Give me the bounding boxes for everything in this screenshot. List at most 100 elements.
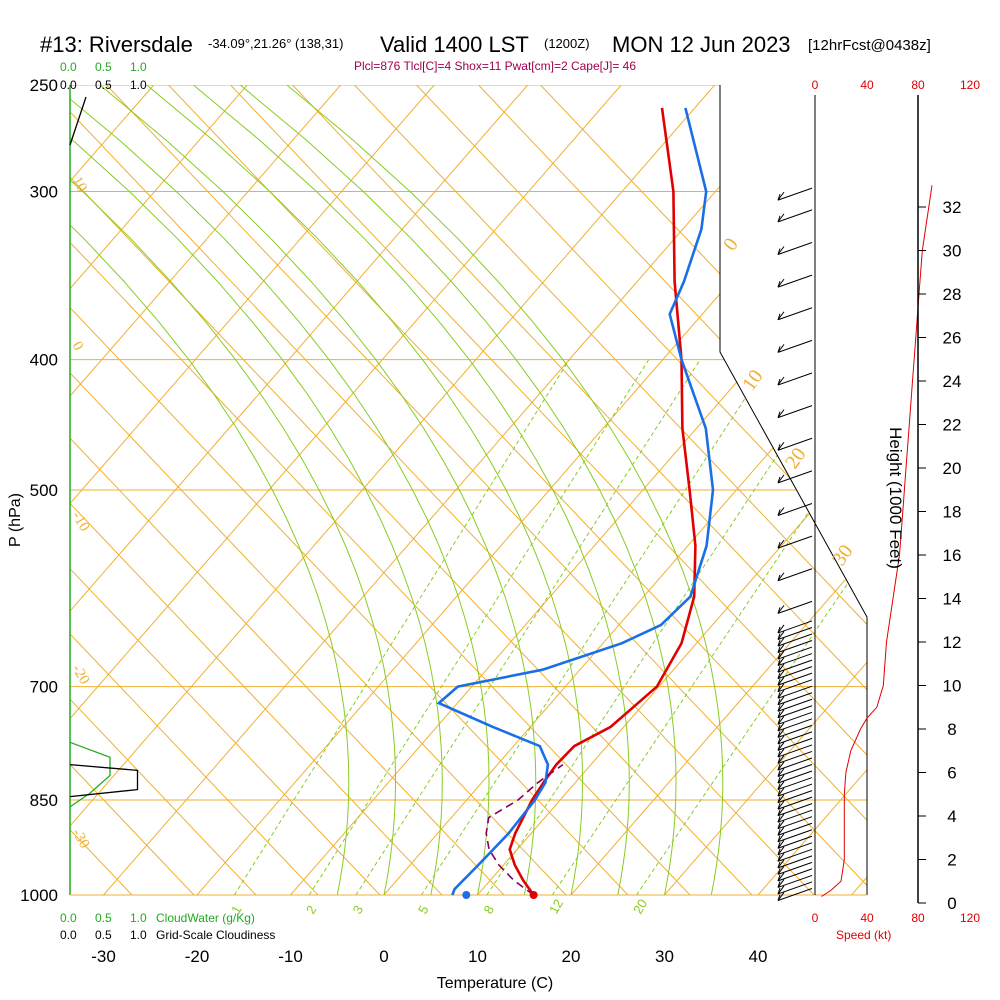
wind-barb xyxy=(777,568,813,582)
pressure-tick-label: 300 xyxy=(30,183,58,202)
wind-barb-flag xyxy=(777,441,785,451)
wind-barb-flag xyxy=(777,444,781,451)
wind-barb-flag xyxy=(777,644,785,653)
cloudwater-tick-0: 0.0 xyxy=(60,911,77,925)
wind-barb-flag xyxy=(777,894,781,901)
wind-barb-staff xyxy=(777,692,813,706)
isotherm-line xyxy=(570,85,867,895)
wind-barb-flag xyxy=(777,724,781,731)
dry-adiabat-line xyxy=(70,85,629,895)
wind-barb-flag xyxy=(777,507,785,516)
isotherm-label: -10 xyxy=(69,509,93,534)
temperature-tick-label: 0 xyxy=(379,947,388,966)
moist-adiabat-line xyxy=(146,85,584,895)
wind-barb-flag xyxy=(777,709,785,719)
station-coords: -34.09°,21.26° (138,31) xyxy=(208,36,343,51)
wind-barb-flag xyxy=(777,539,785,549)
wind-barb xyxy=(777,744,813,758)
wind-barb xyxy=(777,770,813,784)
wind-barb-flag xyxy=(777,676,785,686)
wind-barb xyxy=(777,835,813,849)
isotherm-line xyxy=(103,85,809,895)
cloudiness-top-trace xyxy=(69,96,87,146)
height-tick-label: 26 xyxy=(943,329,962,348)
wind-barb-staff xyxy=(777,724,813,738)
height-tick-label: 28 xyxy=(943,285,962,304)
wind-barb xyxy=(777,666,813,680)
wind-barb-staff xyxy=(777,685,813,699)
height-tick-label: 24 xyxy=(943,372,962,391)
isotherm-label: -30 xyxy=(69,826,93,851)
forecast-run: [12hrFcst@0438z] xyxy=(808,37,931,54)
wind-barb-flag xyxy=(777,663,785,673)
moist-adiabat-line xyxy=(239,85,677,895)
wind-barb-flag xyxy=(777,572,785,582)
pressure-tick-label: 500 xyxy=(30,481,58,500)
wind-barb xyxy=(777,274,813,288)
wind-barb xyxy=(777,679,813,693)
wind-barb-flag xyxy=(777,822,781,829)
wind-barb-flag xyxy=(777,346,781,353)
pressure-tick-label: 850 xyxy=(30,791,58,810)
wind-barb-staff xyxy=(777,770,813,784)
wind-barb-flag xyxy=(777,509,781,516)
wind-barbs xyxy=(777,187,813,901)
wind-barb-flag xyxy=(777,280,781,288)
wind-barb-flag xyxy=(777,646,781,653)
isotherm-line xyxy=(70,85,248,895)
isotherm-line xyxy=(290,85,867,895)
wind-barb xyxy=(777,822,813,836)
moist-adiabat-line xyxy=(286,85,724,895)
height-tick-label: 20 xyxy=(943,459,962,478)
wind-barb-staff xyxy=(777,405,813,419)
mixing-ratio-label: 12 xyxy=(546,896,566,916)
wind-barb-flag xyxy=(777,246,785,255)
height-tick-label: 14 xyxy=(943,590,962,609)
wind-barb xyxy=(777,868,813,882)
height-tick-label: 8 xyxy=(947,720,956,739)
wind-barb-flag xyxy=(777,474,785,484)
wind-barb-flag xyxy=(777,476,781,484)
pressure-tick-label: 1000 xyxy=(20,886,58,905)
wind-barb-staff xyxy=(777,809,813,823)
cloudiness-trace xyxy=(69,763,139,798)
height-tick-label: 4 xyxy=(947,807,956,826)
wind-barb xyxy=(777,790,813,804)
speed-top-tick-0: 0 xyxy=(812,78,819,92)
wind-barb xyxy=(777,764,813,777)
height-tick-label: 30 xyxy=(943,242,962,261)
wind-barb-flag xyxy=(777,774,785,784)
wind-barb-staff xyxy=(777,666,813,680)
wind-barb-flag xyxy=(777,750,781,758)
moist-adiabat-line xyxy=(70,85,350,895)
wind-barb-staff xyxy=(777,339,813,353)
wind-barb xyxy=(777,692,813,706)
wind-barb-flag xyxy=(777,809,781,816)
wind-barb-flag xyxy=(777,763,781,771)
wind-barb-flag xyxy=(777,748,785,758)
wind-barb-flag xyxy=(777,859,785,869)
stability-indices: Plcl=876 Tlcl[C]=4 Shox=11 Pwat[cm]=2 Ca… xyxy=(354,59,636,73)
dry-adiabat-line xyxy=(540,85,867,895)
wind-barb-flag xyxy=(777,853,785,862)
wind-barb xyxy=(777,339,813,353)
wind-barb-flag xyxy=(777,722,785,732)
wind-speed-trace xyxy=(821,185,933,897)
speed-bottom-tick-3: 120 xyxy=(960,911,980,925)
pressure-tick-label: 250 xyxy=(30,76,58,95)
wind-barb-flag xyxy=(777,800,785,810)
wind-barb-staff xyxy=(777,796,813,810)
dry-adiabat-line xyxy=(70,85,443,895)
wind-speed-panel xyxy=(814,95,933,897)
wind-barb-staff xyxy=(777,679,813,693)
wind-barb-staff xyxy=(777,503,813,516)
wind-barb-staff xyxy=(777,829,813,843)
wind-barb xyxy=(777,209,813,223)
height-tick-label: 0 xyxy=(947,894,956,913)
wind-barb-flag xyxy=(777,861,781,869)
wind-barb-flag xyxy=(777,409,785,418)
wind-barb-flag xyxy=(777,605,785,614)
dry-adiabat-line xyxy=(0,85,8,895)
wind-barb-staff xyxy=(777,868,813,882)
wind-barb-flag xyxy=(777,715,785,725)
